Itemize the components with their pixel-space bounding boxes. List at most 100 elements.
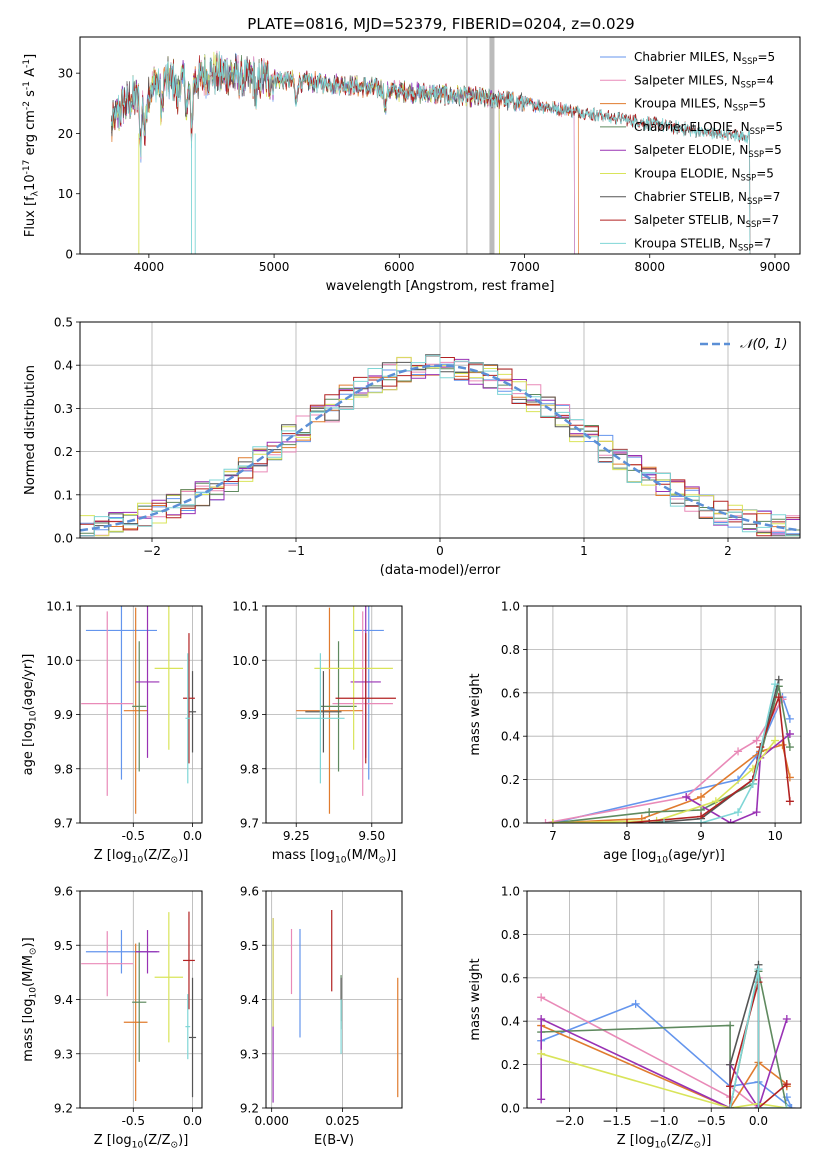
x-tick-label: 7000 <box>509 260 540 274</box>
mass-weight-marker <box>548 819 557 823</box>
axes-residual_histogram: −2 −1 0 1 2 0.0 0.1 0.2 0.3 0.4 0.5 (data-model)/er… <box>23 316 801 578</box>
mass-weight-marker <box>782 1104 791 1108</box>
y-tick-label: 10 <box>58 187 73 201</box>
x-tick-label: 0.025 <box>325 1114 359 1128</box>
y-tick-label: 0.2 <box>501 773 520 787</box>
mass-weight-marker <box>754 1104 763 1108</box>
x-tick-label: 0.0 <box>183 829 202 843</box>
axes-frame <box>79 36 801 255</box>
y-tick-label: 9.9 <box>240 708 259 722</box>
mass-weight-marker <box>622 819 631 823</box>
legend-entry: Salpeter MILES, NSSP=4 <box>634 73 774 89</box>
y-tick-label: 10.0 <box>232 654 259 668</box>
x-tick-label: 7 <box>549 829 557 843</box>
y-axis-label: mass weight <box>468 673 483 755</box>
legend-entry: Chabrier ELODIE, NSSP=5 <box>634 120 783 136</box>
mass-weight-marker <box>748 779 757 788</box>
x-axis-label: E(B-V) <box>314 1133 354 1148</box>
mass-weight-marker <box>726 1082 735 1091</box>
plot-area <box>296 606 396 814</box>
mass-weight-marker <box>771 736 780 745</box>
y-tick-label: 9.3 <box>54 1047 73 1061</box>
plot-area <box>110 37 751 254</box>
y-tick-label: 9.8 <box>240 762 259 776</box>
mass-weight-marker <box>774 693 783 702</box>
mass-weight-marker <box>541 819 550 823</box>
x-tick-label: 9.25 <box>283 829 310 843</box>
x-axis-label: Z [log10(Z/Z⊙)] <box>617 1133 712 1150</box>
y-tick-label: 0.0 <box>501 817 520 831</box>
plot-area <box>541 675 794 823</box>
legend: 𝒩(0, 1) <box>700 337 787 352</box>
mass-weight-line <box>552 694 791 823</box>
y-tick-label: 9.5 <box>240 939 259 953</box>
masked-region <box>466 37 468 254</box>
x-tick-label: 4000 <box>134 260 165 274</box>
y-tick-label: 0.6 <box>501 686 520 700</box>
axes-mass_weight_vs_Z: −2.0 −1.5 −1.0 −0.5 0.0 0.0 0.2 0.4 0.6 0.8 1.0 Z [… <box>468 885 802 1150</box>
legend-entry: Salpeter STELIB, NSSP=7 <box>634 213 779 229</box>
y-tick-label: 9.3 <box>240 1047 259 1061</box>
axes-age_vs_mass: 9.25 9.50 9.7 9.8 9.9 10.0 10.1 mass [log10(M/M… <box>232 600 403 865</box>
mass-weight-marker <box>537 1049 546 1058</box>
y-tick-label: 9.4 <box>240 993 259 1007</box>
x-axis-label: wavelength [Angstrom, rest frame] <box>326 279 555 294</box>
spectrum-line <box>110 51 751 254</box>
mass-weight-marker <box>660 819 668 823</box>
x-tick-label: 9.50 <box>358 829 385 843</box>
plot-area <box>537 960 796 1108</box>
x-tick-label: 9000 <box>760 260 791 274</box>
x-tick-label: 0.0 <box>749 1114 768 1128</box>
y-tick-label: 9.7 <box>240 817 259 831</box>
y-tick-label: 0.5 <box>54 316 73 330</box>
x-tick-label: 9 <box>697 829 705 843</box>
mass-weight-marker <box>734 747 743 756</box>
mass-weight-line <box>649 679 780 823</box>
y-tick-label: 0.3 <box>54 402 73 416</box>
x-axis-label: Z [log10(Z/Z⊙)] <box>94 848 189 865</box>
legend-entry: Kroupa MILES, NSSP=5 <box>634 97 766 113</box>
mass-weight-marker <box>726 1021 735 1030</box>
x-axis-label: age [log10(age/yr)] <box>603 848 725 865</box>
legend-entry: Kroupa ELODIE, NSSP=5 <box>634 167 774 183</box>
mass-weight-marker <box>782 1015 791 1024</box>
x-tick-label: -0.5 <box>122 1114 145 1128</box>
mass-weight-line <box>626 696 791 823</box>
y-tick-label: 0.0 <box>54 532 73 546</box>
plot-area <box>81 911 197 1101</box>
mass-weight-line <box>552 686 791 823</box>
x-tick-label: 10 <box>767 829 782 843</box>
y-tick-label: 1.0 <box>501 600 520 614</box>
y-tick-label: 0.6 <box>501 971 520 985</box>
mass-weight-marker <box>697 792 706 801</box>
plot-area <box>80 354 800 537</box>
mass-weight-marker <box>771 680 780 689</box>
y-tick-label: 0.4 <box>501 1015 520 1029</box>
masked-region <box>489 37 495 254</box>
mass-weight-marker <box>537 1015 546 1024</box>
legend: Chabrier MILES, NSSP=5 Salpeter MILES, NS… <box>600 50 783 252</box>
mass-weight-marker <box>752 736 761 745</box>
x-tick-label: 8 <box>623 829 631 843</box>
mass-weight-line <box>729 968 787 1108</box>
y-tick-label: 9.2 <box>240 1102 259 1116</box>
y-axis-label: Normed distribution <box>23 365 38 495</box>
x-tick-label: −1.0 <box>649 1114 678 1128</box>
y-tick-label: 9.8 <box>54 762 73 776</box>
mass-weight-marker <box>734 808 743 817</box>
x-tick-label: 1 <box>580 544 588 558</box>
y-axis-label: age [log10(age/yr)] <box>21 654 38 776</box>
y-tick-label: 9.5 <box>54 939 73 953</box>
y-tick-label: 0.4 <box>501 730 520 744</box>
mass-weight-marker <box>782 1080 791 1089</box>
x-axis-label: Z [log10(Z/Z⊙)] <box>94 1133 189 1150</box>
x-tick-label: −1.5 <box>602 1114 631 1128</box>
axes-mass_weight_vs_age: 7 8 9 10 0.0 0.2 0.4 0.6 0.8 1.0 age [log10(age/yr… <box>468 600 802 865</box>
x-tick-label: -0.5 <box>122 829 145 843</box>
mass-weight-marker <box>537 1095 546 1104</box>
mass-weight-marker <box>752 808 761 817</box>
x-tick-label: −2.0 <box>555 1114 584 1128</box>
legend-entry: Chabrier STELIB, NSSP=7 <box>634 190 780 206</box>
axes-age_vs_Z: -0.5 0.0 9.7 9.8 9.9 10.0 10.1 Z [log10(Z/Z⊙)] a… <box>21 600 203 865</box>
